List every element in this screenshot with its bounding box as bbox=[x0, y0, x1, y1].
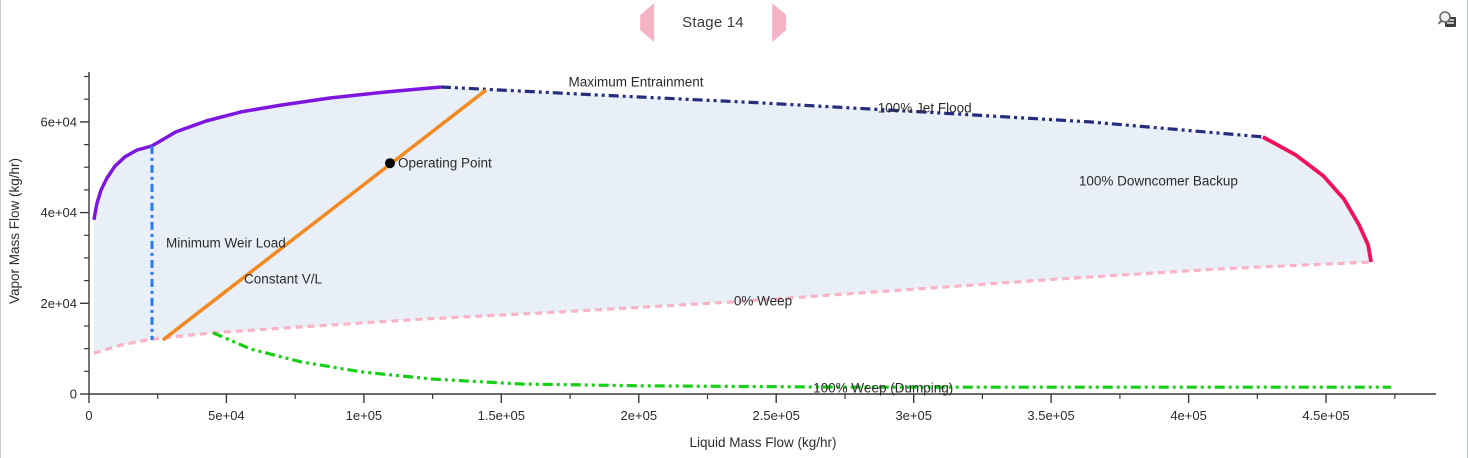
y-tick-label: 4e+04 bbox=[40, 205, 77, 220]
y-axis-title: Vapor Mass Flow (kg/hr) bbox=[7, 158, 22, 304]
print-preview-button[interactable] bbox=[1434, 7, 1460, 36]
curve-label-minimum-weir-load: Minimum Weir Load bbox=[166, 236, 286, 251]
x-tick-label: 0 bbox=[85, 408, 92, 423]
stage-navigator: Stage 14 bbox=[640, 2, 786, 42]
x-tick-label: 3e+05 bbox=[895, 408, 932, 423]
next-stage-button[interactable] bbox=[771, 2, 786, 42]
previous-stage-button[interactable] bbox=[640, 2, 655, 42]
x-tick-label: 4.5e+05 bbox=[1302, 408, 1349, 423]
series-0-weep bbox=[93, 260, 1372, 355]
left-arrow-icon bbox=[640, 2, 655, 42]
stage-title: Stage 14 bbox=[682, 13, 744, 31]
y-tick-label: 6e+04 bbox=[40, 114, 77, 129]
operating-envelope-fill bbox=[93, 87, 1372, 354]
curve-label-constant-v-l: Constant V/L bbox=[244, 271, 323, 286]
series-100-downcomer-backup bbox=[1261, 135, 1373, 263]
y-tick-label: 2e+04 bbox=[40, 296, 77, 311]
x-axis-title: Liquid Mass Flow (kg/hr) bbox=[689, 435, 836, 450]
curve-label-0-weep: 0% Weep bbox=[734, 294, 792, 309]
right-arrow-icon bbox=[771, 2, 786, 42]
curve-label-100-jet-flood: 100% Jet Flood bbox=[878, 100, 972, 115]
series-100-jet-flood bbox=[440, 85, 1263, 139]
curve-label-100-weep-dumping: 100% Weep (Dumping) bbox=[813, 381, 953, 396]
x-tick-label: 2.5e+05 bbox=[753, 408, 800, 423]
curve-label-maximum-entrainment: Maximum Entrainment bbox=[568, 75, 703, 90]
x-tick-label: 1.5e+05 bbox=[478, 408, 525, 423]
x-tick-label: 1e+05 bbox=[346, 408, 383, 423]
operating-point-marker bbox=[385, 158, 395, 169]
operating-point-label: Operating Point bbox=[398, 156, 492, 171]
x-tick-label: 3.5e+05 bbox=[1027, 408, 1074, 423]
series-constant-v-l bbox=[161, 88, 488, 342]
y-tick-label: 0 bbox=[70, 387, 77, 402]
x-tick-label: 2e+05 bbox=[621, 408, 658, 423]
curve-label-100-downcomer-backup: 100% Downcomer Backup bbox=[1079, 173, 1238, 188]
x-tick-label: 4e+05 bbox=[1170, 408, 1207, 423]
print-preview-icon bbox=[1437, 11, 1456, 27]
x-tick-label: 5e+04 bbox=[208, 408, 245, 423]
series-100-weep-dumping bbox=[212, 331, 1391, 389]
